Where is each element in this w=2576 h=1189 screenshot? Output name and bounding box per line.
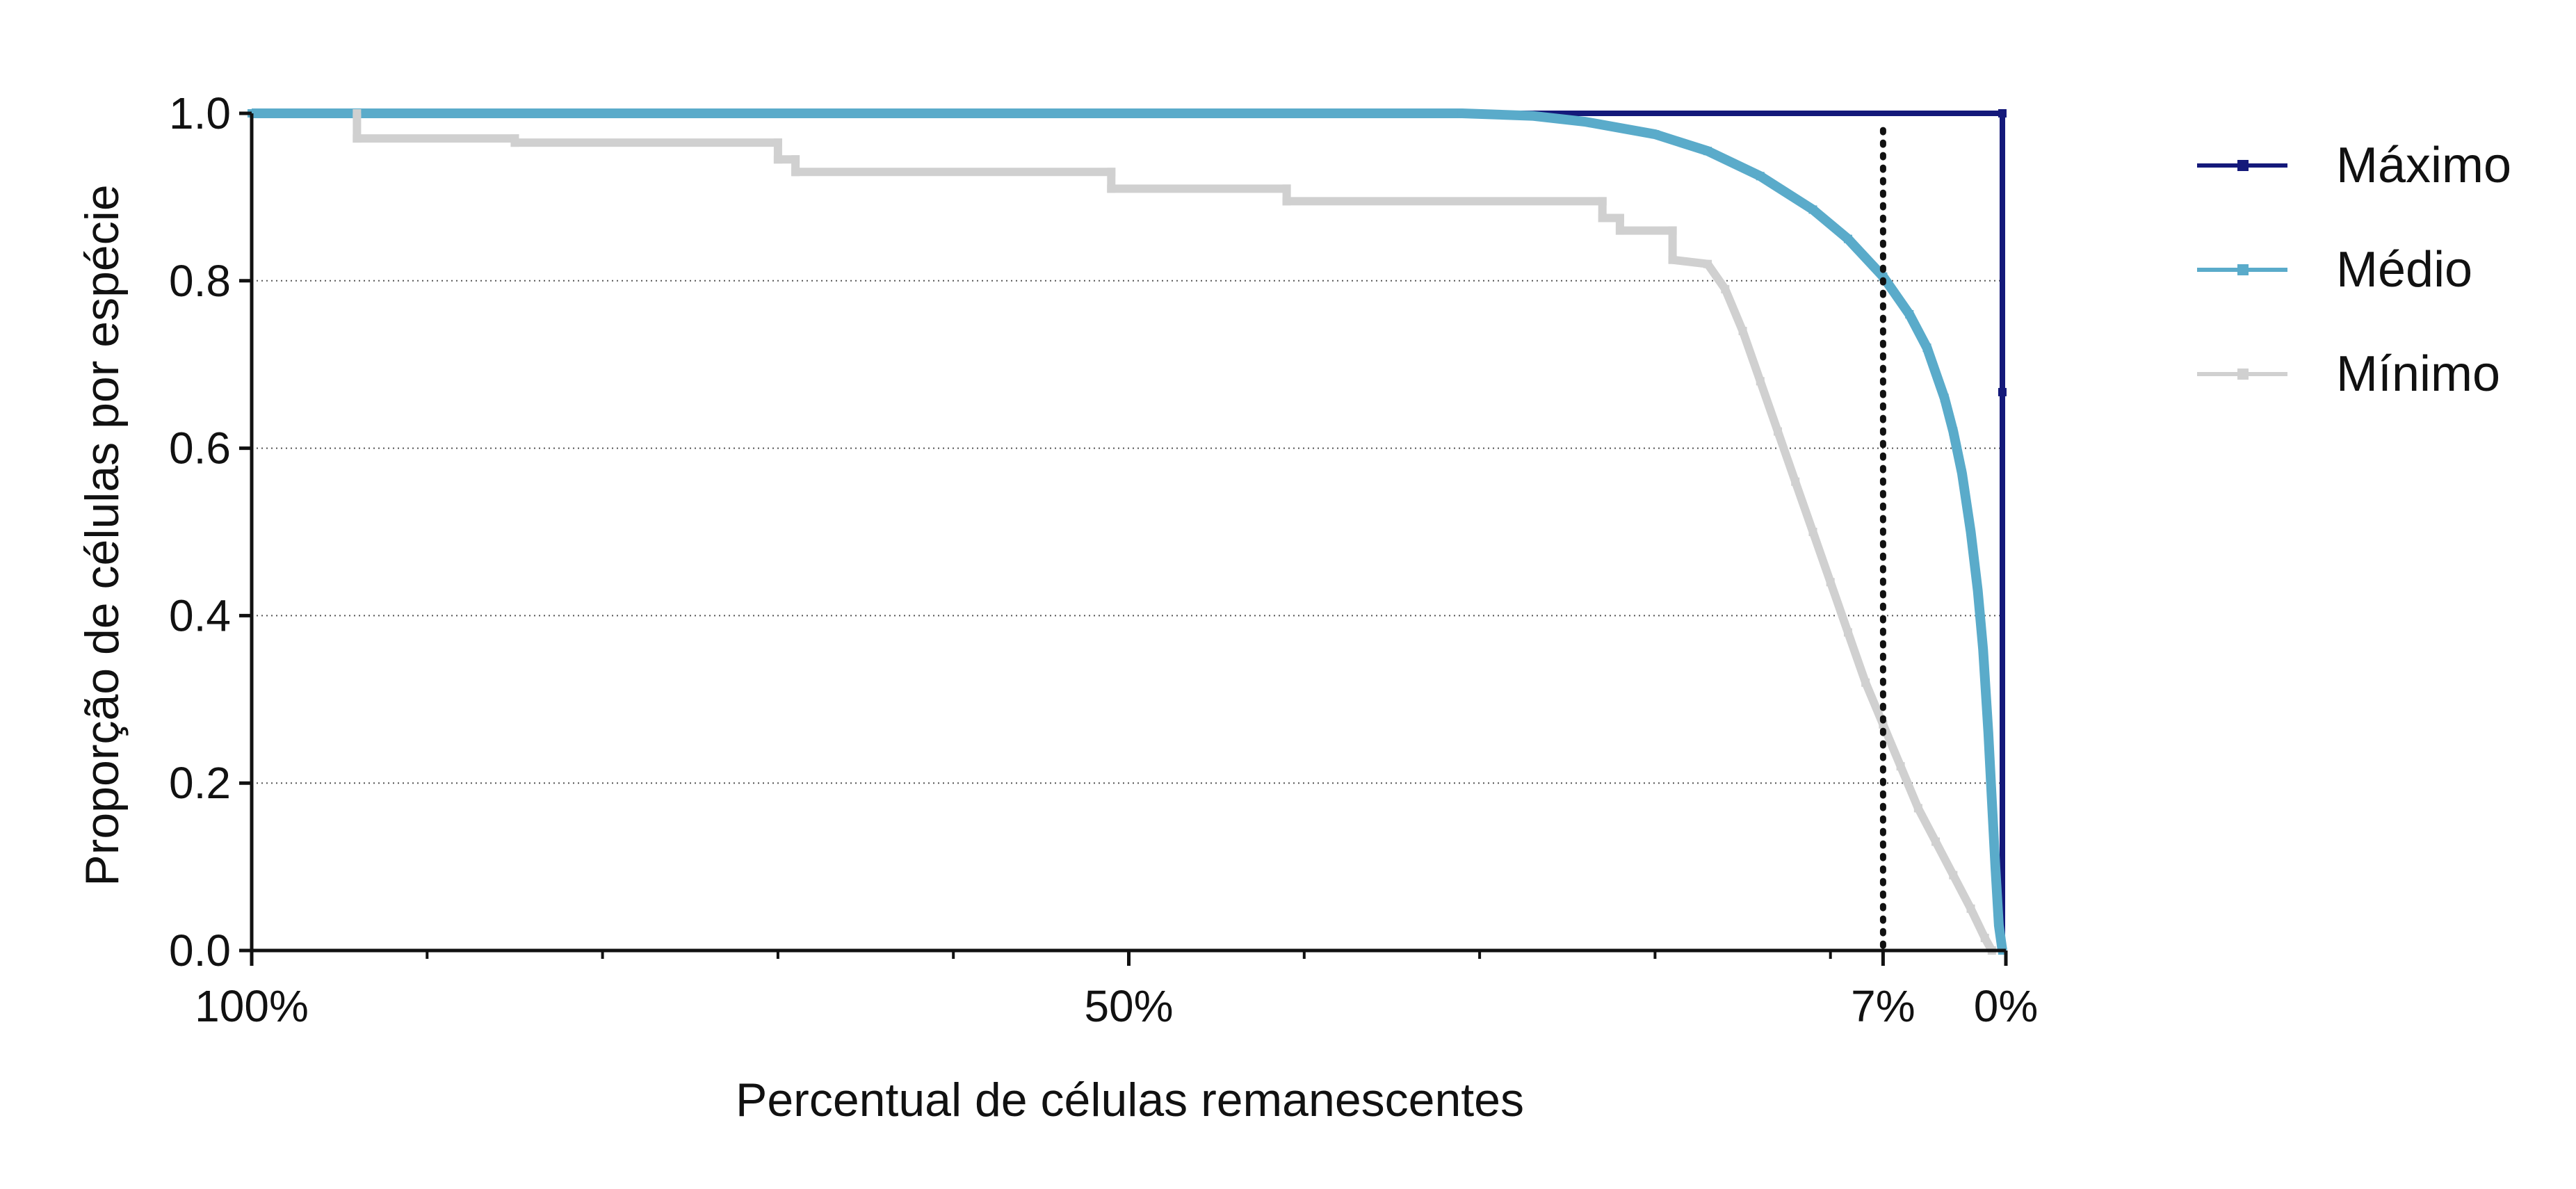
series-point-1-6 [1756, 172, 1765, 181]
series-line-0 [252, 111, 2005, 951]
series-point-1-12 [1940, 394, 1949, 403]
series-point-2-16 [1668, 226, 1677, 235]
series-point-1-17 [1979, 645, 1988, 654]
series-point-1-15 [1966, 528, 1975, 536]
series-point-1-21 [1994, 921, 2003, 930]
y-tick-label-0: 0.0 [169, 925, 231, 976]
series-point-2-27 [1861, 678, 1870, 687]
legend-swatch-marker-0 [2237, 160, 2249, 171]
series-point-2-18 [1703, 259, 1712, 268]
series-point-2-23 [1791, 477, 1800, 486]
series-point-2-9 [1107, 184, 1116, 193]
series-point-1-10 [1905, 309, 1914, 318]
series-point-2-11 [1282, 197, 1291, 206]
series-point-0-2 [1998, 387, 2007, 396]
legend-label-2: Mínimo [2336, 346, 2500, 402]
legend-entry-0: Máximo [2197, 138, 2511, 193]
series-point-2-10 [1282, 184, 1291, 193]
series-point-2-32 [1949, 871, 1958, 880]
series-point-1-5 [1703, 147, 1712, 156]
series-1 [248, 108, 2007, 955]
legend-label-1: Médio [2336, 242, 2472, 298]
series-point-2-31 [1931, 837, 1941, 846]
series-point-1-4 [1651, 130, 1660, 139]
series-point-2-7 [791, 168, 800, 177]
legend-entry-2: Mínimo [2197, 346, 2500, 402]
y-tick-labels: 0.0 0.2 0.4 0.6 0.8 1.0 [169, 88, 231, 976]
y-tick-label-5: 1.0 [169, 88, 231, 138]
y-tick-label-2: 0.4 [169, 590, 231, 640]
series-point-2-4 [773, 138, 782, 147]
series-point-1-19 [1987, 795, 1996, 804]
series-point-2-1 [353, 134, 362, 143]
series-point-1-3 [1580, 118, 1589, 127]
series-point-1-18 [1984, 728, 1993, 737]
series-point-2-0 [353, 109, 362, 118]
y-tick-label-4: 0.8 [169, 256, 231, 306]
axes [239, 111, 2008, 966]
series-point-2-13 [1598, 213, 1607, 223]
x-tick-label-1: 50% [1084, 981, 1173, 1031]
legend-swatch-marker-2 [2237, 369, 2249, 380]
series-point-1-7 [1808, 205, 1817, 214]
x-tick-label-2: 7% [1851, 981, 1915, 1031]
series-point-1-16 [1973, 586, 1982, 595]
series-line-2 [353, 113, 1996, 953]
series-point-2-24 [1808, 528, 1817, 536]
series-point-2-25 [1826, 578, 1835, 587]
series-point-2-8 [1107, 168, 1116, 177]
series-point-1-14 [1957, 469, 1966, 478]
series-point-2-19 [1721, 284, 1730, 293]
series-point-1-1 [1457, 109, 1466, 118]
series-2 [353, 109, 1996, 955]
y-tick-label-3: 0.6 [169, 423, 231, 474]
y-tick-label-1: 0.2 [169, 758, 231, 808]
x-tick-label-3: 0% [1974, 981, 2039, 1031]
series-point-2-6 [791, 155, 800, 164]
series-point-2-21 [1756, 377, 1765, 386]
series-point-1-8 [1843, 234, 1852, 243]
series-point-2-33 [1966, 904, 1975, 913]
series-point-1-11 [1922, 343, 1931, 353]
legend-label-0: Máximo [2336, 138, 2511, 193]
series-point-2-26 [1843, 628, 1852, 637]
series-point-0-1 [1998, 109, 2007, 118]
y-axis-title: Proporção de células por espécie [76, 184, 129, 886]
x-axis-title: Percentual de células remanescentes [736, 1074, 1524, 1126]
series-point-2-29 [1896, 762, 1905, 771]
series-point-2-15 [1615, 226, 1624, 235]
legend-swatch-marker-1 [2237, 264, 2249, 275]
series-point-2-34 [1980, 933, 1989, 942]
gridlines [252, 280, 2006, 784]
series-point-1-13 [1949, 427, 1958, 436]
x-tick-labels: 100% 50% 7% 0% [195, 981, 2038, 1031]
series-point-2-12 [1598, 197, 1607, 206]
series-point-2-3 [510, 138, 519, 147]
series-point-2-20 [1738, 327, 1747, 336]
x-tick-label-0: 100% [195, 981, 309, 1031]
series-point-2-14 [1615, 213, 1624, 223]
legend: Máximo Médio Mínimo [2197, 138, 2511, 402]
series-point-2-30 [1913, 804, 1922, 813]
series-point-2-17 [1668, 255, 1677, 264]
series-point-2-22 [1774, 427, 1783, 436]
legend-entry-1: Médio [2197, 242, 2472, 298]
series-0 [248, 109, 2007, 955]
series-point-1-2 [1528, 111, 1537, 120]
series-point-2-5 [773, 155, 782, 164]
series-line-1 [252, 108, 2007, 951]
series-point-1-20 [1991, 862, 2000, 871]
series-layer [248, 108, 2007, 955]
